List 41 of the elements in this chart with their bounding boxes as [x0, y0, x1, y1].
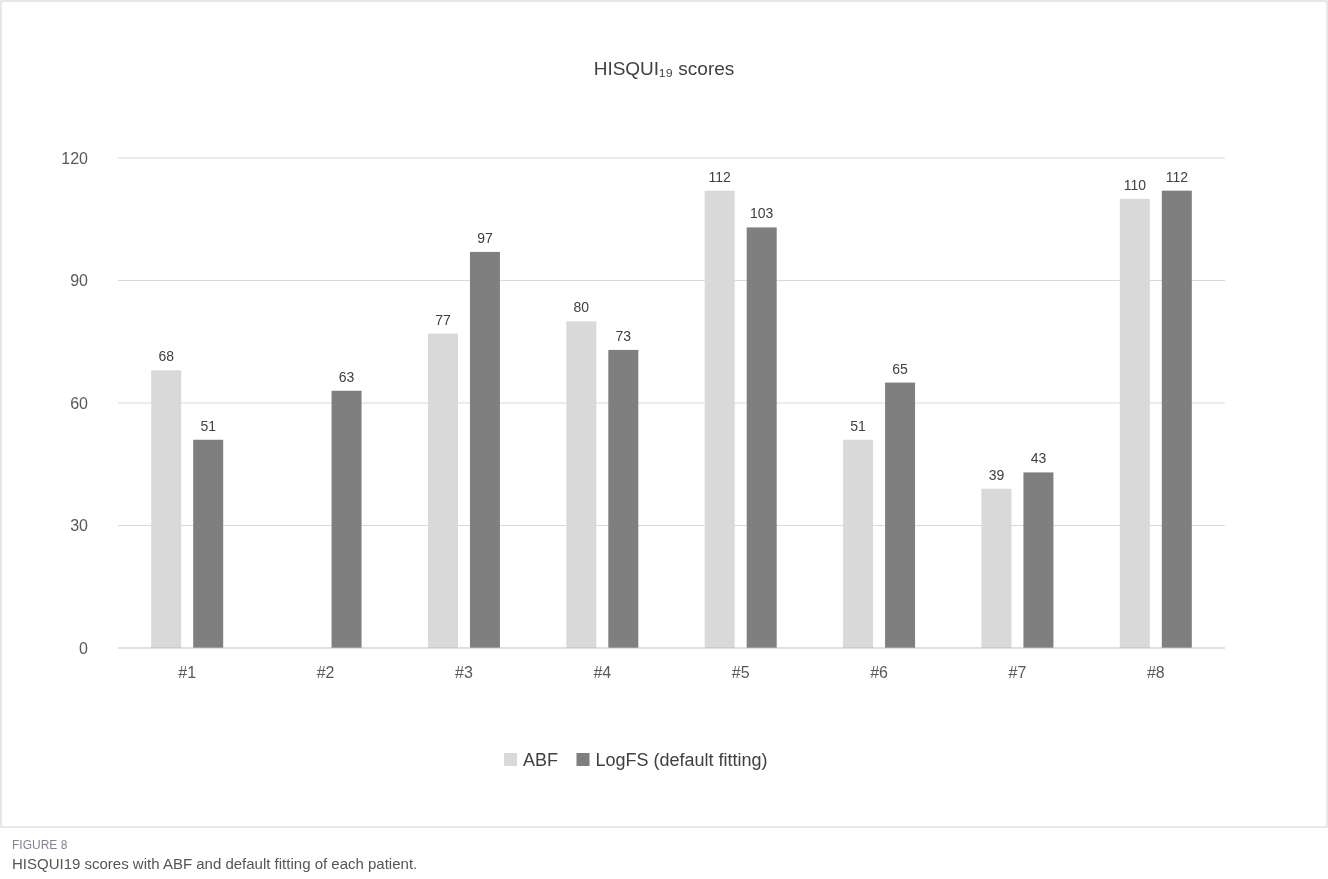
- legend-label: LogFS (default fitting): [595, 750, 768, 771]
- x-tick-label: #7: [1008, 664, 1027, 681]
- bar: [1161, 190, 1192, 648]
- bar: [469, 251, 500, 648]
- caption: FIGURE 8: [12, 838, 68, 852]
- x-tick-label: #5: [731, 664, 750, 681]
- data-label: 103: [750, 205, 774, 222]
- data-label: 73: [615, 327, 632, 344]
- data-label: 77: [435, 311, 451, 328]
- x-tick-label: #3: [455, 664, 473, 681]
- x-tick-label: #2: [316, 664, 335, 681]
- bar: [331, 390, 362, 648]
- x-tick-label: #6: [870, 664, 889, 681]
- legend-label: ABF: [523, 750, 559, 771]
- bar: [746, 227, 777, 648]
- y-tick-label: 90: [70, 272, 89, 290]
- data-label: 112: [1165, 168, 1189, 185]
- data-label: 110: [1123, 176, 1147, 193]
- data-label: 68: [158, 348, 175, 365]
- data-label: 43: [1030, 450, 1047, 467]
- y-tick-label: 60: [70, 394, 89, 412]
- bar: [193, 439, 224, 648]
- data-label: 65: [892, 360, 909, 377]
- y-tick-label: 120: [61, 149, 89, 167]
- bar: [608, 349, 639, 648]
- bar: [885, 382, 916, 648]
- data-label: 63: [338, 368, 355, 385]
- data-label: 112: [708, 168, 732, 185]
- bar: [1023, 472, 1054, 648]
- data-label: 39: [988, 466, 1005, 483]
- y-tick-label: 30: [70, 517, 89, 535]
- y-tick-label: 0: [79, 639, 89, 657]
- x-tick-label: #1: [178, 664, 197, 681]
- chart-title: HISQUI₁₉ scores: [593, 58, 735, 79]
- data-label: 97: [477, 229, 493, 246]
- x-tick-label: #8: [1146, 664, 1165, 681]
- data-label: 51: [200, 417, 217, 434]
- data-label: 51: [850, 417, 867, 434]
- text: HISQUI19 scores with ABF and default fitting of each patient.: [12, 855, 418, 872]
- data-label: 80: [573, 299, 590, 316]
- x-tick-label: #4: [593, 664, 612, 681]
